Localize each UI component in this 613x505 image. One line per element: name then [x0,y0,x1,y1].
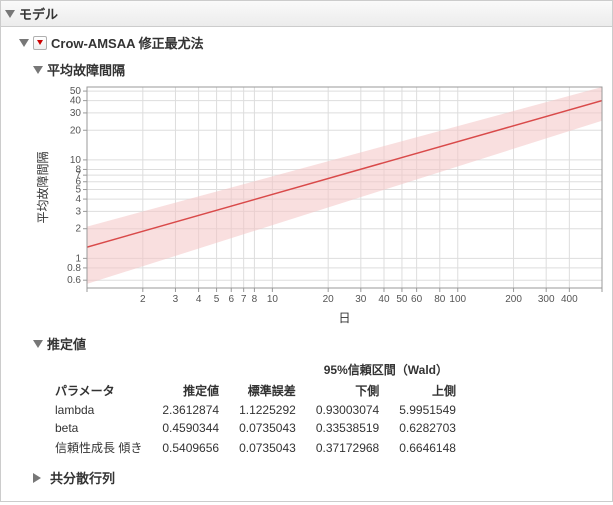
svg-text:30: 30 [70,108,82,119]
svg-text:1: 1 [75,253,81,264]
col-lower: 下側 [306,380,389,401]
model-content: Crow-AMSAA 修正最尤法 平均故障間隔 2345678102030405… [1,27,612,501]
hotspot-icon[interactable] [33,36,47,50]
mtbf-chart: 2345678102030405060801002003004000.60.81… [33,81,600,330]
svg-text:3: 3 [75,206,81,217]
svg-text:日: 日 [338,311,350,325]
svg-text:2: 2 [75,224,81,235]
estimates-header[interactable]: 推定値 [33,330,600,355]
svg-text:20: 20 [70,125,82,136]
method-header[interactable]: Crow-AMSAA 修正最尤法 [19,29,606,54]
svg-text:6: 6 [228,294,234,305]
svg-text:10: 10 [267,294,279,305]
svg-text:8: 8 [75,164,81,175]
svg-text:60: 60 [411,294,423,305]
svg-text:40: 40 [70,96,82,107]
svg-text:5: 5 [214,294,220,305]
estimates-table: 95%信頼区間（Wald） パラメータ 推定値 標準誤差 下側 上側 lambd… [45,359,466,458]
table-row: 信頼性成長 傾き0.54096560.07350430.371729680.66… [45,437,466,458]
chevron-down-icon [5,10,15,18]
chart-section-title: 平均故障間隔 [47,60,125,79]
chevron-down-icon [33,340,43,348]
svg-text:400: 400 [561,294,578,305]
chevron-down-icon [33,66,43,74]
chevron-down-icon [19,39,29,47]
svg-text:3: 3 [173,294,179,305]
svg-text:30: 30 [355,294,367,305]
svg-text:300: 300 [538,294,555,305]
svg-text:10: 10 [70,155,82,166]
model-title: モデル [19,4,58,23]
svg-text:50: 50 [70,86,82,97]
model-panel: モデル Crow-AMSAA 修正最尤法 平均故障間隔 234567810203… [0,0,613,502]
svg-text:7: 7 [241,294,247,305]
col-se: 標準誤差 [229,380,306,401]
svg-text:4: 4 [196,294,202,305]
method-title: Crow-AMSAA 修正最尤法 [51,33,204,52]
svg-text:平均故障間隔: 平均故障間隔 [35,151,50,223]
col-upper: 上側 [389,380,466,401]
svg-text:2: 2 [140,294,146,305]
table-row: beta0.45903440.07350430.335385190.628270… [45,419,466,437]
svg-text:80: 80 [434,294,446,305]
chart-header[interactable]: 平均故障間隔 [33,56,600,81]
col-param: パラメータ [45,380,152,401]
method-content: 平均故障間隔 234567810203040506080100200300400… [19,54,606,495]
ci-title: 95%信頼区間（Wald） [306,359,466,380]
svg-text:0.8: 0.8 [67,263,81,274]
table-header-row: パラメータ 推定値 標準誤差 下側 上側 [45,380,466,401]
svg-text:100: 100 [449,294,466,305]
svg-text:40: 40 [378,294,390,305]
chevron-right-icon [33,473,46,483]
svg-text:4: 4 [75,194,81,205]
model-header[interactable]: モデル [1,1,612,27]
svg-text:50: 50 [396,294,408,305]
table-row: lambda2.36128741.12252920.930030745.9951… [45,401,466,419]
estimates-content: 95%信頼区間（Wald） パラメータ 推定値 標準誤差 下側 上側 lambd… [33,355,600,464]
col-est: 推定値 [152,380,229,401]
cov-title: 共分散行列 [50,468,115,487]
svg-text:200: 200 [505,294,522,305]
cov-header[interactable]: 共分散行列 [33,464,600,489]
svg-text:8: 8 [252,294,258,305]
svg-text:20: 20 [323,294,335,305]
estimates-title: 推定値 [47,334,86,353]
svg-text:0.6: 0.6 [67,275,81,286]
